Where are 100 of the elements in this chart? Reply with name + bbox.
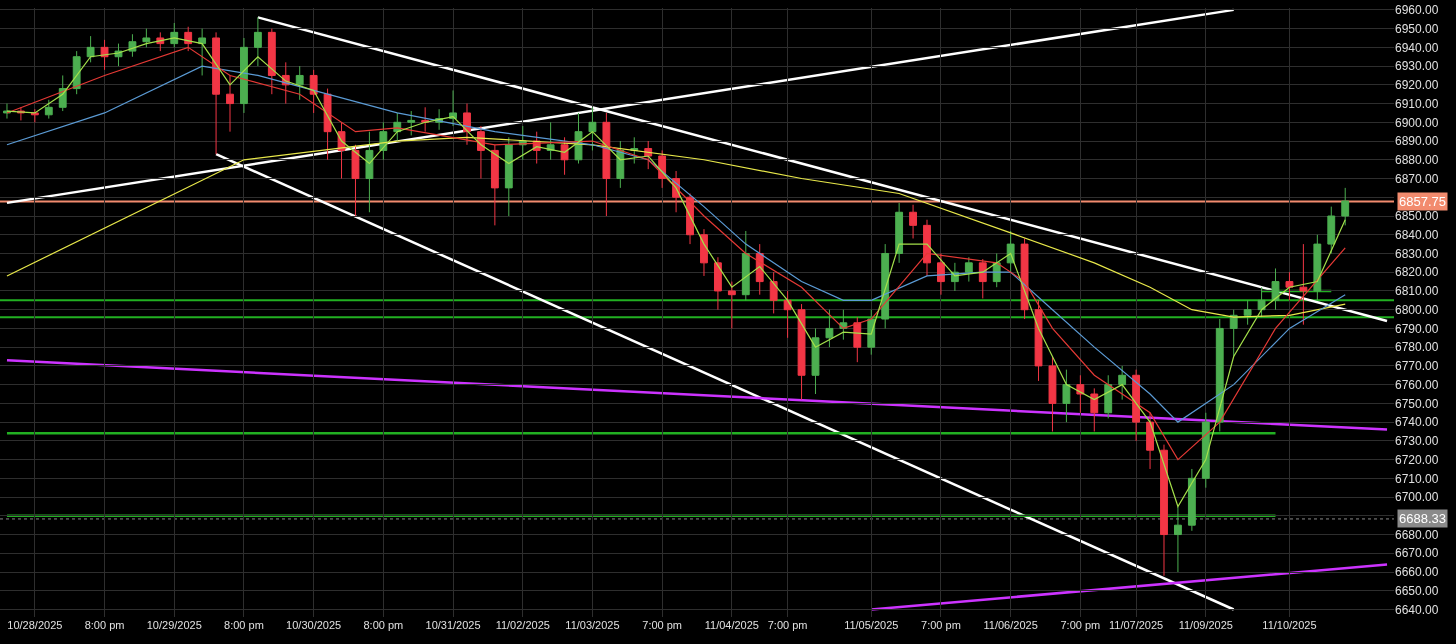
y-tick-label: 6830.00 (1395, 246, 1439, 261)
candlestick (1313, 234, 1322, 301)
candlestick (128, 33, 137, 58)
x-tick-label: 10/30/2025 (286, 619, 342, 631)
candlestick (253, 16, 262, 67)
y-tick-label: 6670.00 (1395, 546, 1439, 561)
x-tick-label: 11/07/2025 (1108, 619, 1164, 631)
candlestick (1187, 468, 1196, 532)
y-tick-label: 6710.00 (1395, 471, 1439, 486)
y-tick-label: 6930.00 (1395, 59, 1439, 74)
candlestick (797, 303, 806, 401)
candlestick (895, 202, 904, 264)
y-tick-label: 6720.00 (1395, 452, 1439, 467)
y-tick-label: 6740.00 (1395, 415, 1439, 430)
candlestick (937, 252, 945, 296)
candlestick (1271, 267, 1280, 311)
x-tick-label: 8:00 pm (224, 619, 264, 631)
x-tick-label: 8:00 pm (84, 619, 125, 631)
x-tick-label: 11/09/2025 (1178, 619, 1233, 631)
y-tick-label: 6790.00 (1395, 321, 1439, 336)
candlestick (1062, 369, 1071, 423)
candlestick (741, 230, 750, 301)
candlestick (700, 228, 708, 277)
candlestick (72, 50, 81, 95)
x-tick-label: 11/04/2025 (704, 619, 759, 631)
candlestick (923, 219, 931, 277)
candlestick (1048, 356, 1057, 432)
candlestick (30, 108, 39, 123)
candlestick (212, 31, 220, 155)
candlestick (365, 131, 374, 213)
y-tick-label: 6660.00 (1395, 565, 1439, 580)
candlestick (1299, 243, 1308, 326)
candlestick (1034, 299, 1043, 382)
candlestick (226, 74, 234, 133)
x-tick-label: 11/06/2025 (983, 619, 1038, 631)
x-tick-label: 11/05/2025 (844, 619, 899, 631)
y-tick-label: 6760.00 (1395, 377, 1439, 392)
candlestick (811, 327, 820, 395)
ref-line-label: 6688.33 (1399, 511, 1446, 526)
candlestick (504, 136, 513, 217)
x-tick-label: 10/29/2025 (146, 619, 202, 631)
y-tick-label: 6910.00 (1395, 96, 1439, 111)
candlestick (198, 28, 207, 76)
y-tick-label: 6810.00 (1395, 284, 1439, 299)
candlestick (351, 144, 360, 217)
y-tick-label: 6850.00 (1395, 209, 1439, 224)
candlestick (86, 35, 95, 63)
candlestick (1243, 299, 1252, 326)
candlestick (825, 309, 834, 348)
candlestick (909, 204, 917, 239)
y-tick-label: 6700.00 (1395, 490, 1439, 505)
candlestick (978, 258, 987, 299)
y-tick-label: 6800.00 (1395, 302, 1439, 317)
candlestick (964, 256, 973, 283)
candlestick (602, 112, 611, 217)
y-tick-label: 6920.00 (1395, 78, 1439, 93)
candlestick (170, 22, 179, 48)
y-tick-label: 6820.00 (1395, 265, 1439, 280)
y-tick-label: 6880.00 (1395, 152, 1439, 167)
y-tick-label: 6940.00 (1395, 40, 1439, 55)
candlestick (1146, 412, 1154, 470)
candlestick (1132, 369, 1141, 442)
candlestick (1229, 309, 1238, 358)
candlestick (240, 37, 248, 114)
candlestick (1118, 365, 1127, 401)
candlestick (1215, 318, 1224, 432)
candlestick (407, 110, 416, 136)
candlestick (1341, 187, 1350, 226)
candlestick (267, 28, 276, 95)
candlestick (1174, 505, 1182, 573)
y-tick-label: 6730.00 (1395, 434, 1439, 449)
candlestick (560, 136, 569, 176)
x-tick-label: 8:00 pm (363, 619, 404, 631)
x-tick-label: 11/10/2025 (1262, 619, 1317, 631)
y-tick-label: 6750.00 (1395, 396, 1439, 411)
candlestick (1160, 444, 1168, 577)
y-tick-label: 6960.00 (1395, 3, 1439, 18)
candlestick (853, 316, 862, 363)
candlestick (421, 106, 430, 133)
x-tick-label: 7:00 pm (921, 619, 961, 631)
y-tick-label: 6870.00 (1395, 171, 1439, 186)
candlestick (769, 271, 778, 314)
x-tick-label: 7:00 pm (1060, 619, 1101, 631)
candlestick (783, 290, 792, 339)
candlestick (1201, 412, 1210, 489)
candlestick (184, 26, 193, 52)
x-tick-label: 10/31/2025 (425, 619, 481, 631)
candlestick (713, 256, 722, 311)
line-series (6, 136, 1346, 318)
candlestick (1327, 206, 1336, 254)
candlestick (295, 65, 304, 101)
y-tick-label: 6650.00 (1395, 583, 1439, 598)
y-tick-label: 6900.00 (1395, 115, 1439, 130)
ref-line-label: 6857.75 (1399, 194, 1446, 209)
y-tick-label: 6640.00 (1395, 602, 1439, 617)
candlestick (309, 69, 318, 114)
x-tick-label: 11/03/2025 (565, 619, 620, 631)
candlestick (1076, 374, 1085, 414)
candlestick (1285, 271, 1294, 301)
y-tick-label: 6770.00 (1395, 359, 1439, 374)
